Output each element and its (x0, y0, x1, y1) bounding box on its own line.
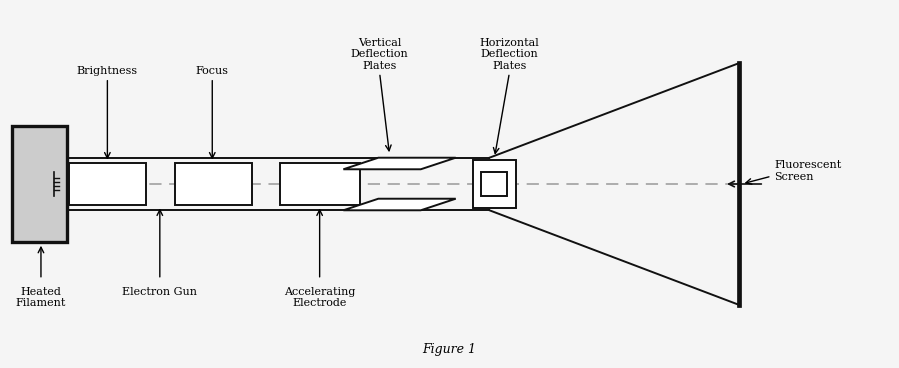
Bar (473, 160, 516, 208)
Text: Horizontal
Deflection
Plates: Horizontal Deflection Plates (479, 38, 539, 71)
Text: Electron Gun: Electron Gun (122, 287, 197, 297)
Bar (69, 163, 147, 205)
Text: Accelerating
Electrode: Accelerating Electrode (284, 287, 355, 308)
Text: Brightness: Brightness (76, 66, 138, 76)
Polygon shape (343, 158, 456, 169)
Text: Vertical
Deflection
Plates: Vertical Deflection Plates (351, 38, 408, 71)
Polygon shape (343, 199, 456, 210)
Bar (280, 163, 360, 205)
Bar (13, 126, 67, 242)
Text: Heated
Filament: Heated Filament (16, 287, 67, 308)
Bar (482, 173, 507, 195)
Text: Focus: Focus (196, 66, 228, 76)
Text: Figure 1: Figure 1 (423, 343, 476, 356)
Bar (174, 163, 253, 205)
Text: Fluorescent
Screen: Fluorescent Screen (774, 160, 841, 182)
